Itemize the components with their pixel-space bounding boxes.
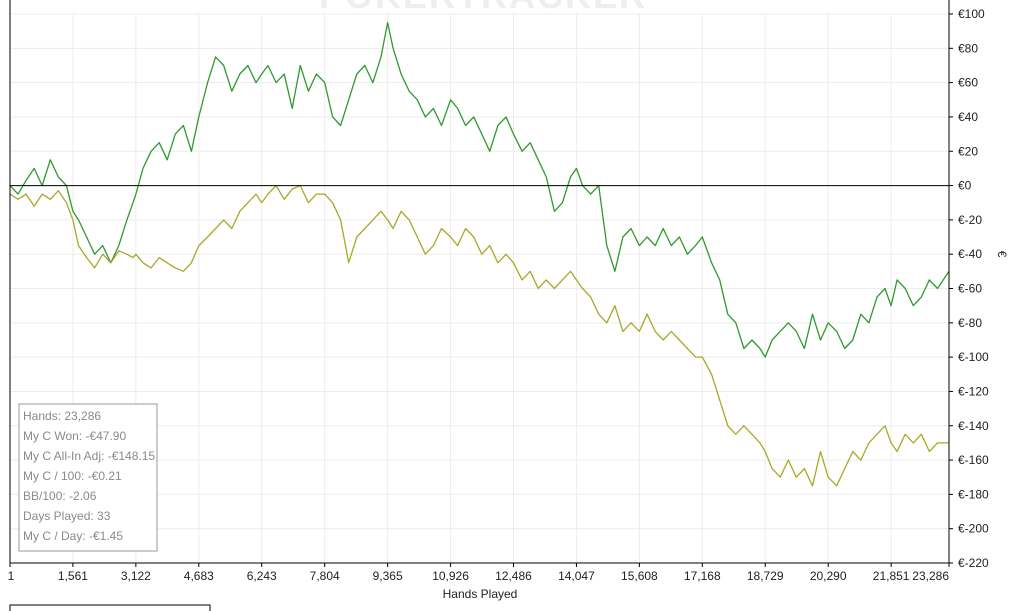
x-tick-label: 12,486 xyxy=(495,569,532,583)
footer-frame xyxy=(9,604,211,611)
y-tick-label: €-60 xyxy=(958,282,982,296)
y-tick-label: €-200 xyxy=(958,522,989,536)
x-tick-label: 1,561 xyxy=(58,569,88,583)
stats-line: My C All-In Adj: -€148.15 xyxy=(23,449,155,463)
stats-line: Hands: 23,286 xyxy=(23,409,101,423)
y-tick-label: €20 xyxy=(958,144,978,158)
stats-box: Hands: 23,286 My C Won: -€47.90 My C All-I… xyxy=(18,403,158,552)
y-tick-label: €-160 xyxy=(958,453,989,467)
y-tick-label: €-40 xyxy=(958,247,982,261)
x-tick-label: 7,804 xyxy=(310,569,340,583)
x-tick-label: 23,286 xyxy=(912,569,949,583)
stats-line: Days Played: 33 xyxy=(23,509,111,523)
y-tick-label: €80 xyxy=(958,41,978,55)
x-tick-label: 21,851 xyxy=(873,569,910,583)
stats-line: BB/100: -2.06 xyxy=(23,489,97,503)
series-layer xyxy=(9,21,950,487)
y-tick-label: €-180 xyxy=(958,487,989,501)
watermark: POKERTRACKER xyxy=(319,0,647,16)
stats-line: My C Won: -€47.90 xyxy=(23,429,126,443)
x-tick-label: 6,243 xyxy=(247,569,277,583)
series-line-allin xyxy=(9,184,949,487)
x-tick-label: 1 xyxy=(8,569,15,583)
y-tick-label: €40 xyxy=(958,110,978,124)
y-tick-label: €-140 xyxy=(958,419,989,433)
stats-box-frame xyxy=(18,403,158,552)
x-tick-label: 14,047 xyxy=(558,569,595,583)
x-axis-title: Hands Played xyxy=(443,587,518,601)
x-tick-label: 9,365 xyxy=(373,569,403,583)
x-tick-label: 4,683 xyxy=(184,569,214,583)
x-tick-label: 17,168 xyxy=(684,569,721,583)
y-axis-title: € xyxy=(995,251,1009,258)
y-tick-label: €60 xyxy=(958,76,978,90)
y-tick-label: €100 xyxy=(958,7,985,21)
x-tick-label: 20,290 xyxy=(810,569,847,583)
y-tick-label: €-80 xyxy=(958,316,982,330)
axis-layer: €100 €80 €60 €40 €20 €0 €-20 €-40 €-60 €-80 €-100 €… xyxy=(8,0,989,583)
stats-line: My C / 100: -€0.21 xyxy=(23,469,122,483)
stats-line: My C / Day: -€1.45 xyxy=(23,529,123,543)
x-tick-label: 3,122 xyxy=(121,569,151,583)
series-line-won xyxy=(9,21,950,358)
y-tick-label: €-20 xyxy=(958,213,982,227)
y-tick-label: €-100 xyxy=(958,350,989,364)
x-tick-label: 10,926 xyxy=(432,569,469,583)
y-tick-label: €-120 xyxy=(958,384,989,398)
x-tick-label: 18,729 xyxy=(747,569,784,583)
x-tick-label: 15,608 xyxy=(621,569,658,583)
stats-lines: Hands: 23,286 My C Won: -€47.90 My C All-I… xyxy=(23,409,155,543)
grid-layer xyxy=(9,13,950,564)
y-tick-label: €0 xyxy=(958,179,972,193)
y-tick-label: €-220 xyxy=(958,556,989,570)
